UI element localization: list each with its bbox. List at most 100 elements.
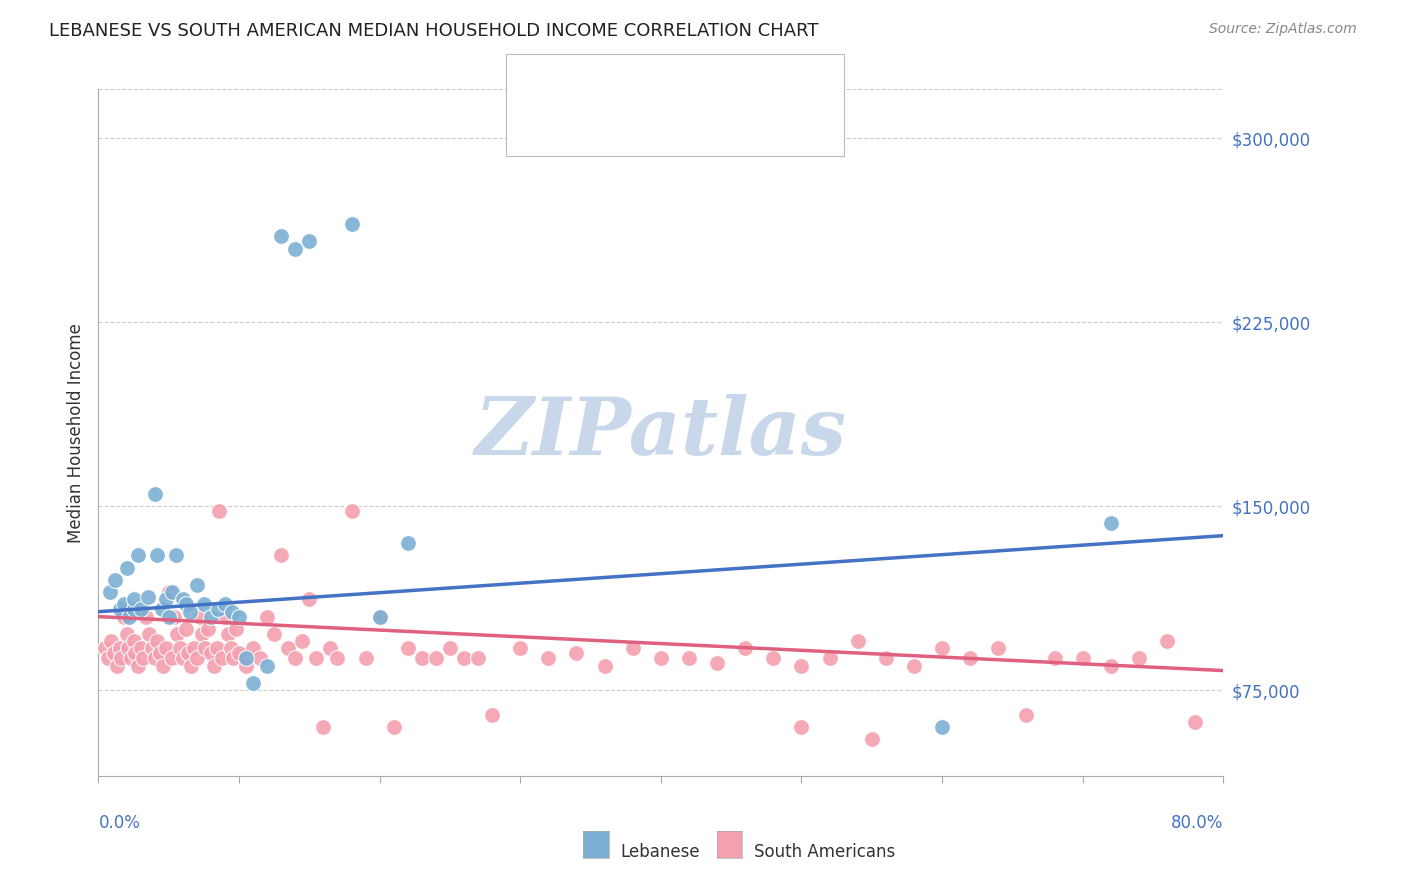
Point <box>860 732 883 747</box>
Point <box>169 641 191 656</box>
Point <box>160 585 183 599</box>
Point <box>108 641 131 656</box>
Point <box>200 646 222 660</box>
Point <box>157 585 180 599</box>
Point <box>141 641 163 656</box>
Point <box>211 651 233 665</box>
Point <box>650 651 672 665</box>
Point <box>263 626 285 640</box>
Point <box>242 641 264 656</box>
Point <box>149 646 172 660</box>
Point <box>439 641 461 656</box>
Point <box>931 720 953 734</box>
Point <box>177 646 200 660</box>
Point <box>214 598 236 612</box>
Point <box>1099 516 1122 531</box>
Text: R =: R = <box>562 80 599 98</box>
Point <box>340 217 363 231</box>
Point <box>152 658 174 673</box>
Point <box>132 651 155 665</box>
Point <box>411 651 433 665</box>
Point <box>172 592 194 607</box>
Point <box>174 598 197 612</box>
Text: 112: 112 <box>717 120 752 138</box>
Point <box>194 641 217 656</box>
Point <box>312 720 335 734</box>
Point <box>242 676 264 690</box>
Point <box>249 651 271 665</box>
Text: South Americans: South Americans <box>754 843 894 861</box>
Point <box>368 609 391 624</box>
Point <box>127 658 149 673</box>
Point <box>110 651 132 665</box>
Point <box>193 598 215 612</box>
Point <box>208 504 231 518</box>
Text: ZIPatlas: ZIPatlas <box>475 394 846 471</box>
Point <box>122 602 145 616</box>
Point <box>235 651 257 665</box>
Point <box>1156 634 1178 648</box>
Text: Lebanese: Lebanese <box>620 843 700 861</box>
Point <box>129 641 152 656</box>
Point <box>790 720 813 734</box>
Point <box>959 651 981 665</box>
Text: 0.056: 0.056 <box>602 80 654 98</box>
Text: -0.188: -0.188 <box>602 120 661 138</box>
Point <box>425 651 447 665</box>
Point <box>108 602 131 616</box>
Point <box>270 548 292 563</box>
Point <box>481 707 503 722</box>
Point <box>537 651 560 665</box>
Text: N =: N = <box>682 120 718 138</box>
Point <box>284 242 307 256</box>
Point <box>291 634 314 648</box>
Point <box>875 651 897 665</box>
Point <box>319 641 342 656</box>
Point <box>214 609 236 624</box>
Point <box>157 609 180 624</box>
Point <box>188 609 211 624</box>
Point <box>180 658 202 673</box>
Point <box>305 651 328 665</box>
Point <box>166 626 188 640</box>
Point <box>790 658 813 673</box>
Point <box>174 622 197 636</box>
Point <box>127 548 149 563</box>
Point <box>354 651 377 665</box>
Point <box>298 234 321 248</box>
Point <box>225 622 247 636</box>
Point <box>122 592 145 607</box>
Point <box>191 626 214 640</box>
Point <box>118 609 141 624</box>
Point <box>467 651 489 665</box>
Point <box>846 634 869 648</box>
Point <box>120 651 142 665</box>
Point <box>205 641 228 656</box>
Point <box>382 720 405 734</box>
Point <box>270 229 292 244</box>
Y-axis label: Median Household Income: Median Household Income <box>66 323 84 542</box>
Point <box>217 626 239 640</box>
Text: R =: R = <box>562 120 599 138</box>
Point <box>146 634 169 648</box>
Point <box>104 573 127 587</box>
Point <box>1184 715 1206 730</box>
Point <box>221 605 243 619</box>
Point <box>396 536 419 550</box>
Point <box>143 651 166 665</box>
Point <box>183 641 205 656</box>
Point <box>136 590 159 604</box>
Point <box>256 658 278 673</box>
Point <box>222 651 245 665</box>
Point <box>94 641 117 656</box>
Point <box>762 651 785 665</box>
Point <box>124 646 146 660</box>
Point <box>143 487 166 501</box>
Point <box>98 585 121 599</box>
Point <box>197 622 219 636</box>
Point <box>284 651 307 665</box>
Point <box>368 609 391 624</box>
Point <box>987 641 1010 656</box>
Point <box>678 651 700 665</box>
Point <box>734 641 756 656</box>
